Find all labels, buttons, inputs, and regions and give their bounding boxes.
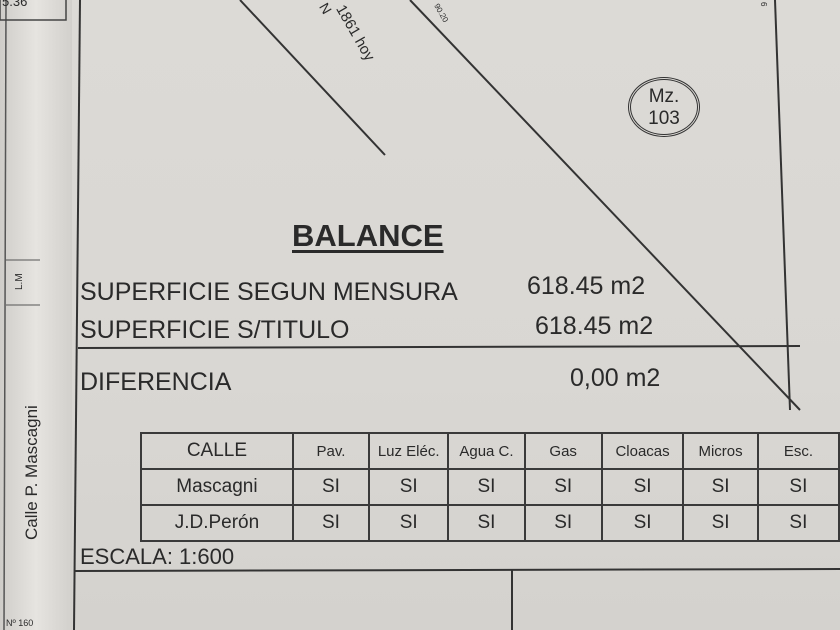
service-cell: SI <box>523 504 603 542</box>
difference-value: 0,00 m2 <box>570 364 661 392</box>
service-cell: SI <box>368 468 450 506</box>
strip-line <box>3 0 7 630</box>
right-measure: 6 <box>759 2 768 7</box>
table-row: Mascagni SI SI SI SI SI SI SI <box>140 468 840 506</box>
surface-title-value: 618.45 m2 <box>535 312 654 340</box>
number-label: Nº 160 <box>6 618 34 628</box>
street-cell: J.D.Perón <box>140 504 294 542</box>
header-cell: Agua C. <box>447 432 526 470</box>
service-cell: SI <box>291 468 371 506</box>
service-cell: SI <box>600 468 685 506</box>
header-cell: Esc. <box>756 432 840 470</box>
block-number: 103 <box>648 108 680 129</box>
header-cell: Cloacas <box>600 432 685 470</box>
table-header-row: CALLE Pav. Luz Eléc. Agua C. Gas Cloacas… <box>140 432 840 470</box>
block-label: Mz. <box>648 86 680 107</box>
service-cell: SI <box>447 504 526 542</box>
top-left-value: 5.36 <box>2 0 28 9</box>
service-cell: SI <box>682 504 759 542</box>
side-street-label: Calle P. Mascagni <box>22 405 41 540</box>
difference-label: DIFERENCIA <box>80 368 232 396</box>
service-cell: SI <box>523 468 603 506</box>
service-cell: SI <box>291 504 371 542</box>
left-border-line <box>73 0 81 630</box>
left-margin-strip <box>0 0 72 630</box>
header-cell: Micros <box>682 432 759 470</box>
service-cell: SI <box>447 468 526 506</box>
surface-survey-value: 618.45 m2 <box>527 272 646 300</box>
scale-label: ESCALA: 1:600 <box>80 544 235 569</box>
diagonal-line-2 <box>409 0 801 411</box>
balance-divider <box>77 345 801 349</box>
service-cell: SI <box>368 504 450 542</box>
diagonal-line-1 <box>239 0 386 156</box>
service-cell: SI <box>756 468 840 506</box>
bottom-divider <box>74 568 840 572</box>
street-cell: Mascagni <box>140 468 294 506</box>
surface-survey-label: SUPERFICIE SEGUN MENSURA <box>80 278 458 306</box>
top-left-box <box>0 0 67 21</box>
table-row: J.D.Perón SI SI SI SI SI SI SI <box>140 504 840 542</box>
service-cell: SI <box>756 504 840 542</box>
header-cell: Pav. <box>291 432 371 470</box>
block-number-badge: Mz. 103 <box>628 77 700 137</box>
services-table: CALLE Pav. Luz Eléc. Agua C. Gas Cloacas… <box>140 432 840 542</box>
service-cell: SI <box>600 504 685 542</box>
surface-title-label: SUPERFICIE S/TITULO <box>80 316 350 344</box>
balance-title: BALANCE <box>292 218 444 253</box>
service-cell: SI <box>682 468 759 506</box>
right-border-line <box>774 0 791 411</box>
lm-label: L.M <box>14 273 25 290</box>
header-cell: Luz Eléc. <box>368 432 450 470</box>
header-cell: CALLE <box>140 432 294 470</box>
header-cell: Gas <box>523 432 603 470</box>
